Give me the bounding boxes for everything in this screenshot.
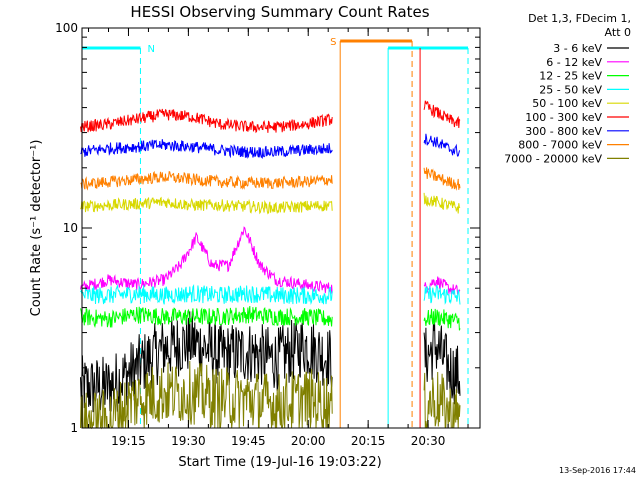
- x-tick-label: 19:30: [171, 434, 206, 448]
- axes-group: 1 10 100 19:15 19:30 19:45 20:00 20:15 20:30: [55, 21, 480, 448]
- legend-label: 3 - 6 keV: [553, 42, 602, 55]
- series-6-12-keV-kev: [80, 226, 461, 295]
- series-group: [80, 100, 461, 430]
- series-trace-segment-1: [80, 305, 333, 328]
- legend-header-line-1: Det 1,3, FDecim 1,: [528, 12, 631, 25]
- series-12-25-keV-kev: [80, 305, 461, 331]
- series-trace-segment-1: [80, 311, 333, 413]
- y-tick-label: 1: [70, 421, 78, 435]
- annotation-label: N: [147, 44, 154, 55]
- annotation-n: N: [82, 44, 155, 428]
- series-100-300-keV-kev: [80, 100, 461, 134]
- series-trace-segment-2: [423, 192, 461, 214]
- series-trace-segment-1: [80, 196, 333, 215]
- legend-label: 300 - 800 keV: [525, 125, 602, 138]
- series-trace-segment-1: [80, 226, 333, 294]
- legend-label: 25 - 50 keV: [539, 83, 602, 96]
- series-trace-segment-2: [423, 100, 461, 129]
- legend-label: 7000 - 20000 keV: [504, 152, 602, 165]
- series-trace-segment-2: [423, 323, 461, 405]
- legend-label: 50 - 100 keV: [532, 97, 602, 110]
- series-trace-segment-1: [80, 139, 333, 159]
- attenuator-annotations: NS: [82, 37, 469, 428]
- series-300-800-keV-kev: [80, 133, 461, 159]
- legend-label: 800 - 7000 keV: [518, 139, 602, 152]
- series-800-7000-keV-kev: [80, 167, 461, 191]
- x-tick-label: 20:15: [351, 434, 386, 448]
- series-trace-segment-1: [80, 170, 333, 191]
- y-tick-label: 100: [55, 21, 78, 35]
- series-trace-segment-2: [423, 284, 461, 305]
- legend-header-line-2: Att 0: [605, 26, 631, 39]
- series-7000-20000-keV-kev: [80, 360, 461, 430]
- legend-label: 100 - 300 keV: [525, 111, 602, 124]
- x-tick-label: 19:15: [111, 434, 146, 448]
- legend-label: 6 - 12 keV: [546, 56, 602, 69]
- series-trace-segment-2: [423, 371, 461, 429]
- x-tick-label: 19:45: [231, 434, 266, 448]
- annotation-label: S: [330, 37, 336, 48]
- series-trace-segment-2: [423, 133, 461, 157]
- chart-title: HESSI Observing Summary Count Rates: [130, 3, 429, 21]
- series-trace-segment-1: [80, 360, 333, 430]
- legend-label: 12 - 25 keV: [539, 70, 602, 83]
- series-trace-segment-1: [80, 108, 333, 134]
- y-axis-label: Count Rate (s⁻¹ detector⁻¹): [29, 140, 44, 317]
- x-tick-label: 20:00: [291, 434, 326, 448]
- footer-date: 13-Sep-2016 17:44: [559, 466, 636, 475]
- y-tick-label: 10: [63, 221, 78, 235]
- series-25-50-keV-kev: [80, 283, 461, 306]
- series-trace-segment-2: [423, 167, 461, 191]
- series-3-6-keV-kev: [80, 311, 461, 413]
- series-trace-segment-2: [423, 308, 461, 331]
- annotation-marker-2: [387, 46, 469, 428]
- x-tick-label: 20:30: [411, 434, 446, 448]
- annotation-s: S: [330, 37, 413, 428]
- series-trace-segment-2: [423, 276, 461, 295]
- series-50-100-keV-kev: [80, 192, 461, 215]
- series-trace-segment-1: [80, 283, 333, 306]
- x-axis-label: Start Time (19-Jul-16 19:03:22): [178, 455, 381, 470]
